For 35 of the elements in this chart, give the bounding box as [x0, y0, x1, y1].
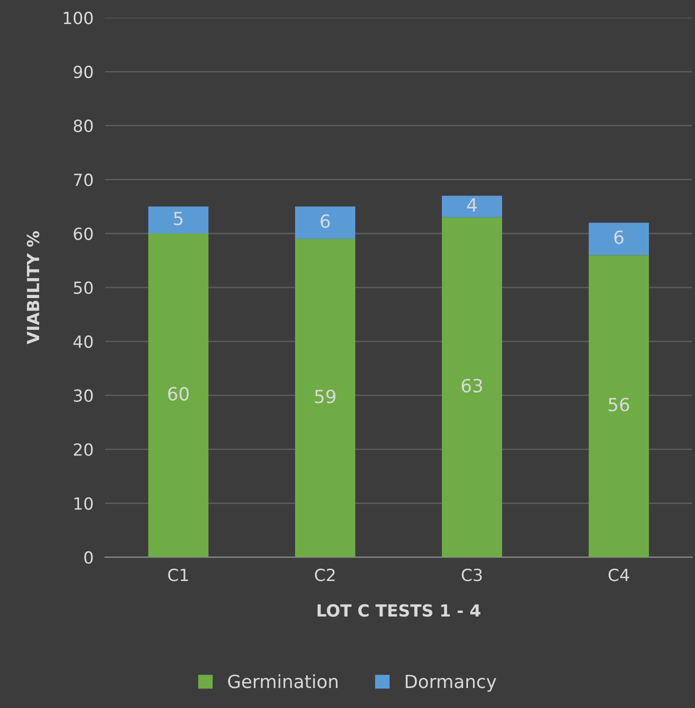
y-tick-label: 10	[74, 497, 93, 510]
y-tick-label: 20	[74, 443, 93, 456]
x-tick-label: C2	[314, 568, 335, 582]
bar	[148, 234, 208, 558]
y-tick-label: 40	[73, 335, 93, 348]
legend-label: Dormancy	[406, 674, 496, 692]
data-label: 6	[320, 214, 330, 228]
x-tick-label: C1	[168, 568, 188, 582]
y-tick-label: 90	[74, 66, 93, 78]
bar	[295, 238, 356, 558]
y-tick-label: 70	[74, 174, 93, 186]
y-tick-label: 50	[74, 281, 93, 294]
bar	[295, 206, 356, 239]
legend-label: Germination	[228, 674, 338, 688]
y-tick-label: 100	[64, 12, 93, 24]
data-label: 56	[608, 398, 630, 412]
data-label: 63	[462, 378, 482, 392]
y-tick-label: 30	[74, 389, 93, 402]
data-label: 5	[174, 212, 183, 226]
data-label: 6	[614, 230, 624, 244]
x-tick-label: C4	[608, 568, 629, 582]
data-label: 59	[315, 390, 336, 404]
bar	[442, 196, 502, 218]
x-tick-label: C3	[462, 568, 482, 582]
data-label: 60	[168, 386, 189, 401]
x-axis-title: LOT C TESTS 1 - 4	[318, 604, 480, 617]
bar	[148, 206, 208, 234]
bar	[588, 255, 649, 558]
bar	[442, 217, 502, 558]
y-tick-label: 80	[74, 120, 93, 132]
y-axis-title: VIABILITY %	[26, 231, 40, 344]
bar	[588, 222, 649, 256]
y-tick-label: 0	[84, 551, 93, 564]
data-label: 4	[467, 198, 477, 212]
y-tick-label: 60	[74, 227, 93, 240]
